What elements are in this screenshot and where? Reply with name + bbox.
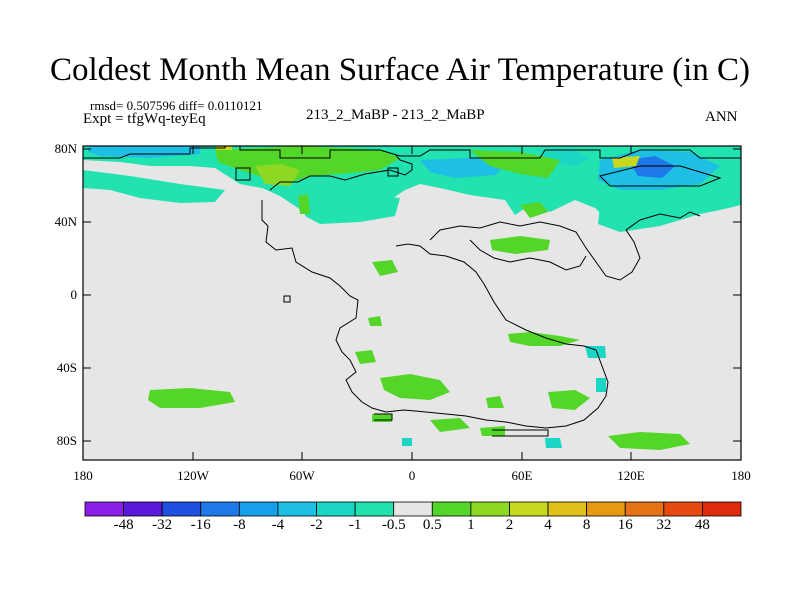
- lat-label: 80S: [56, 433, 77, 448]
- colorbar-label: 2: [505, 517, 514, 533]
- experiment-label: Expt = tfgWq-teyEq: [83, 111, 206, 127]
- colorbar-swatch: [393, 501, 433, 517]
- lon-label: 60W: [289, 468, 315, 483]
- anomaly-region: [596, 378, 606, 392]
- temperature-field: [83, 146, 741, 450]
- lat-label: 0: [70, 287, 78, 302]
- colorbar-swatch: [431, 501, 472, 517]
- southern-coastline: [261, 200, 609, 429]
- colorbar-label: 32: [656, 517, 672, 533]
- anomaly-region: [402, 438, 412, 446]
- colorbar-swatch: [547, 501, 588, 517]
- colorbar-swatch: [509, 501, 549, 517]
- colorbar-swatch: [84, 501, 124, 517]
- colorbar-label: 0.5: [422, 517, 442, 533]
- anomaly-region: [608, 432, 690, 450]
- anomaly-region: [83, 170, 225, 203]
- eurasia-coastline: [429, 211, 701, 281]
- anomaly-region: [480, 426, 505, 436]
- lat-label: 40S: [56, 360, 77, 375]
- colorbar-swatch: [200, 501, 240, 517]
- colorbar-swatch: [238, 501, 279, 517]
- lon-label: 120W: [177, 468, 209, 483]
- colorbar-swatch: [586, 501, 626, 517]
- island-outline: [374, 413, 393, 421]
- colorbar-label: -32: [152, 517, 173, 533]
- colorbar-label: -16: [190, 517, 211, 533]
- anomaly-region: [612, 156, 640, 168]
- colorbar: [84, 501, 742, 517]
- colorbar-label: -8: [233, 517, 246, 533]
- island-outline: [283, 295, 291, 303]
- colorbar-swatch: [624, 501, 665, 517]
- case-label: 213_2_MaBP - 213_2_MaBP: [306, 107, 485, 123]
- inland-sea-coastline: [469, 239, 587, 271]
- colorbar-label: 1: [467, 517, 475, 533]
- colorbar-label: 48: [694, 517, 710, 533]
- colorbar-swatch: [123, 501, 163, 517]
- eurasia-coastline: [599, 165, 722, 187]
- colorbar-swatch: [354, 501, 395, 517]
- colorbar-label: -4: [271, 517, 285, 533]
- lon-label: 180: [731, 468, 751, 483]
- anomaly-region: [255, 164, 300, 186]
- antarctic-coastline: [492, 429, 549, 437]
- anomaly-region: [628, 156, 675, 178]
- plot-title: Coldest Month Mean Surface Air Temperatu…: [50, 52, 750, 88]
- island-outline: [387, 167, 399, 177]
- colorbar-swatch: [702, 501, 742, 517]
- colorbar-label: -0.5: [381, 517, 406, 533]
- colorbar-swatch: [470, 501, 510, 517]
- colorbar-swatch: [277, 501, 317, 517]
- anomaly-region: [88, 146, 200, 158]
- colorbar-swatch: [161, 501, 202, 517]
- island-outline: [235, 167, 251, 181]
- colorbar-swatch: [316, 501, 356, 517]
- anomaly-region: [470, 150, 560, 178]
- anomaly-region: [355, 350, 376, 364]
- anomaly-region: [598, 200, 700, 232]
- season-label: ANN: [705, 109, 738, 125]
- lat-tick-marks: [83, 148, 741, 442]
- north-america-coastline: [269, 153, 413, 191]
- anomaly-region: [305, 194, 400, 224]
- anomaly-region: [368, 316, 382, 326]
- anomaly-region: [548, 390, 590, 410]
- anomaly-region: [585, 346, 606, 358]
- lon-label: 180: [73, 468, 93, 483]
- colorbar-label: -1: [348, 517, 362, 533]
- anomaly-region: [380, 374, 450, 400]
- lon-label: 60E: [511, 468, 533, 483]
- lon-tick-marks: [192, 146, 632, 460]
- anomaly-region: [486, 396, 504, 408]
- colorbar-swatch: [663, 501, 703, 517]
- lon-label: 0: [408, 468, 416, 483]
- lat-label: 40N: [54, 214, 77, 229]
- colorbar-label: 16: [617, 517, 633, 533]
- lat-label: 80N: [54, 141, 77, 156]
- colorbar-label: -2: [310, 517, 323, 533]
- colorbar-label: 4: [544, 517, 552, 533]
- lon-label: 120E: [617, 468, 645, 483]
- anomaly-region: [490, 236, 550, 254]
- stats-text: rmsd= 0.507596 diff= 0.0110121: [90, 98, 263, 113]
- anomaly-region: [372, 414, 392, 422]
- anomaly-region: [520, 202, 548, 218]
- arctic-coastline: [83, 146, 741, 159]
- colorbar-label: -48: [113, 517, 134, 533]
- anomaly-region: [430, 418, 470, 432]
- colorbar-label: 8: [582, 517, 591, 533]
- anomaly-region: [545, 438, 562, 448]
- anomaly-region: [148, 388, 235, 408]
- anomaly-region: [298, 194, 310, 214]
- coastlines: [83, 146, 741, 437]
- anomaly-region: [372, 260, 398, 276]
